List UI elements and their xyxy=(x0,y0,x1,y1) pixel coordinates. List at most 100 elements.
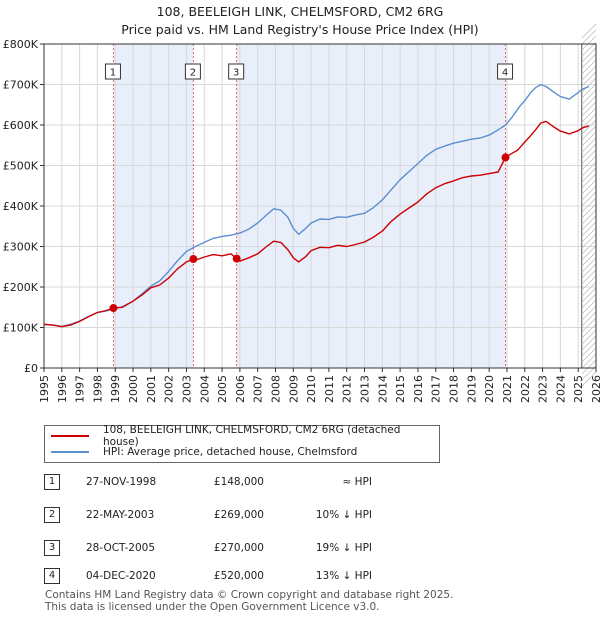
x-tick-label: 2011 xyxy=(323,375,336,403)
grid xyxy=(43,43,597,369)
x-tick-label: 2019 xyxy=(465,375,478,403)
hatch-stroke xyxy=(581,149,597,165)
hatch-stroke xyxy=(581,77,597,93)
hatch-stroke xyxy=(581,251,597,267)
y-tick-label: £300K xyxy=(3,241,39,254)
sale-points xyxy=(109,153,510,313)
hatch-stroke xyxy=(581,65,597,81)
x-tick-label: 2024 xyxy=(554,375,567,403)
forecast-hatch xyxy=(581,23,600,387)
hatch-stroke xyxy=(581,71,597,87)
x-tick-label: 2003 xyxy=(180,375,193,403)
hatch-stroke xyxy=(581,233,597,249)
y-tick-label: £500K xyxy=(3,160,39,173)
hatch-stroke xyxy=(581,323,597,339)
hatch-stroke xyxy=(581,245,597,261)
hatch-stroke xyxy=(581,191,597,207)
hatch-stroke xyxy=(581,119,597,135)
hatch-stroke xyxy=(581,227,597,243)
legend: 108, BEELEIGH LINK, CHELMSFORD, CM2 6RG … xyxy=(44,424,440,463)
x-tick-label: 2004 xyxy=(198,375,211,403)
legend-swatch-hpi xyxy=(51,451,89,453)
sale-label-number: 4 xyxy=(502,68,508,79)
price-chart: 1 2 3 4 1995 1996 1997 1998 1999 2000 2001 2002 200… xyxy=(3,23,600,403)
hatch-stroke xyxy=(581,179,597,195)
sale-date: 27-NOV-1998 xyxy=(86,476,157,488)
x-tick-label: 2008 xyxy=(269,375,282,403)
hatch-stroke xyxy=(581,29,597,45)
hatch-stroke xyxy=(581,47,597,63)
sale-number-box: 3 xyxy=(44,540,60,556)
sale-label-box xyxy=(184,63,201,80)
sale-price: £520,000 xyxy=(213,570,264,582)
x-tick-label: 2018 xyxy=(448,375,461,403)
x-tick-label: 2006 xyxy=(234,375,247,403)
sale-labels: 1 2 3 4 xyxy=(104,63,514,80)
hatch-stroke xyxy=(581,293,597,309)
sale-hpi-relation: 10% ↓ HPI xyxy=(315,509,372,521)
hatch-stroke xyxy=(581,347,597,363)
hatch-stroke xyxy=(581,125,597,141)
hatch-stroke xyxy=(581,95,597,111)
hatch-stroke xyxy=(581,173,597,189)
sale-markers xyxy=(112,44,507,368)
sale-hpi-relation: ≈ HPI xyxy=(342,476,372,488)
x-tick-label: 2015 xyxy=(394,375,407,403)
hatch-stroke xyxy=(581,23,597,39)
hatch-stroke xyxy=(581,353,597,369)
hatch-stroke xyxy=(581,269,597,285)
y-tick-label: £600K xyxy=(3,119,39,132)
sale-point xyxy=(232,254,241,263)
hatch-stroke xyxy=(581,53,597,69)
hatch-stroke xyxy=(581,161,597,177)
hatch-stroke xyxy=(581,263,597,279)
hatch-stroke xyxy=(581,113,597,129)
sale-label-number: 2 xyxy=(190,68,196,79)
y-tick-label: £400K xyxy=(3,200,39,213)
y-tick-label: £100K xyxy=(3,322,39,335)
sale-number-box: 2 xyxy=(44,507,60,523)
footer-licence: This data is licensed under the Open Gov… xyxy=(45,601,380,613)
y-tick-label: £700K xyxy=(3,79,39,92)
x-tick-label: 1998 xyxy=(91,375,104,403)
hatch-stroke xyxy=(581,317,597,333)
hatch-stroke xyxy=(581,107,597,123)
sale-price: £269,000 xyxy=(213,509,264,521)
x-tick-label: 1995 xyxy=(38,375,51,403)
y-tick-label: £0 xyxy=(24,362,38,375)
hatch-stroke xyxy=(581,215,597,231)
x-tick-label: 2013 xyxy=(359,375,372,403)
hatch-stroke xyxy=(581,89,597,105)
sale-point xyxy=(501,153,510,162)
hatch-stroke xyxy=(581,59,597,75)
hatch-stroke xyxy=(581,155,597,171)
x-tick-label: 1997 xyxy=(74,375,87,403)
axes: 1995 1996 1997 1998 1999 2000 2001 2002 2003 2004… xyxy=(3,38,600,403)
x-tick-label: 2026 xyxy=(590,375,600,403)
x-tick-label: 1996 xyxy=(56,375,69,403)
x-tick-label: 1999 xyxy=(109,375,122,403)
legend-item-hpi: HPI: Average price, detached house, Chel… xyxy=(51,444,357,460)
hatch-stroke xyxy=(581,335,597,351)
x-tick-label: 2007 xyxy=(252,375,265,403)
x-tick-label: 2017 xyxy=(430,375,443,403)
hatch-clip xyxy=(595,44,600,368)
sale-price: £148,000 xyxy=(213,476,264,488)
x-tick-label: 2012 xyxy=(341,375,354,403)
hatch-stroke xyxy=(581,131,597,147)
hatch-stroke xyxy=(581,275,597,291)
hatch-stroke xyxy=(581,209,597,225)
sale-row: 2 22-MAY-2003 £269,000 10% ↓ HPI xyxy=(44,505,444,525)
hatch-stroke xyxy=(581,197,597,213)
property-price-line xyxy=(43,120,590,328)
x-tick-label: 2022 xyxy=(519,375,532,403)
sale-row: 4 04-DEC-2020 £520,000 13% ↓ HPI xyxy=(44,566,444,586)
sale-date: 28-OCT-2005 xyxy=(86,542,155,554)
hatch-stroke xyxy=(581,299,597,315)
sale-hpi-relation: 19% ↓ HPI xyxy=(315,542,372,554)
x-tick-label: 2010 xyxy=(305,375,318,403)
sale-row: 1 27-NOV-1998 £148,000 ≈ HPI xyxy=(44,472,444,492)
hatch-stroke xyxy=(581,257,597,273)
series-lines xyxy=(43,83,590,328)
x-tick-label: 2005 xyxy=(216,375,229,403)
